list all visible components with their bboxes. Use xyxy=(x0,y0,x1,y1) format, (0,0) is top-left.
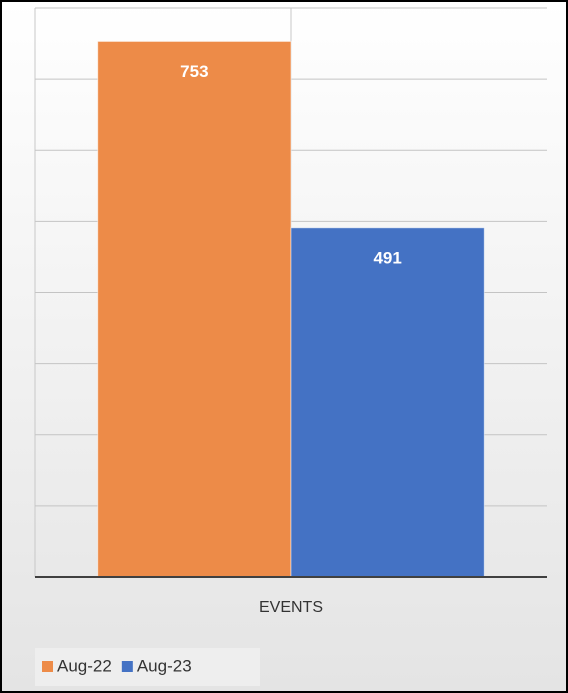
bar xyxy=(290,227,485,578)
legend-swatch xyxy=(42,661,53,672)
legend-label: Aug-23 xyxy=(137,656,192,675)
legend-swatch xyxy=(121,661,133,672)
x-tick-label: EVENTS xyxy=(259,599,323,616)
data-label: 491 xyxy=(373,248,401,267)
data-label: 753 xyxy=(180,62,208,81)
bar xyxy=(97,40,292,578)
legend-box xyxy=(35,648,260,686)
legend-label: Aug-22 xyxy=(57,656,112,675)
